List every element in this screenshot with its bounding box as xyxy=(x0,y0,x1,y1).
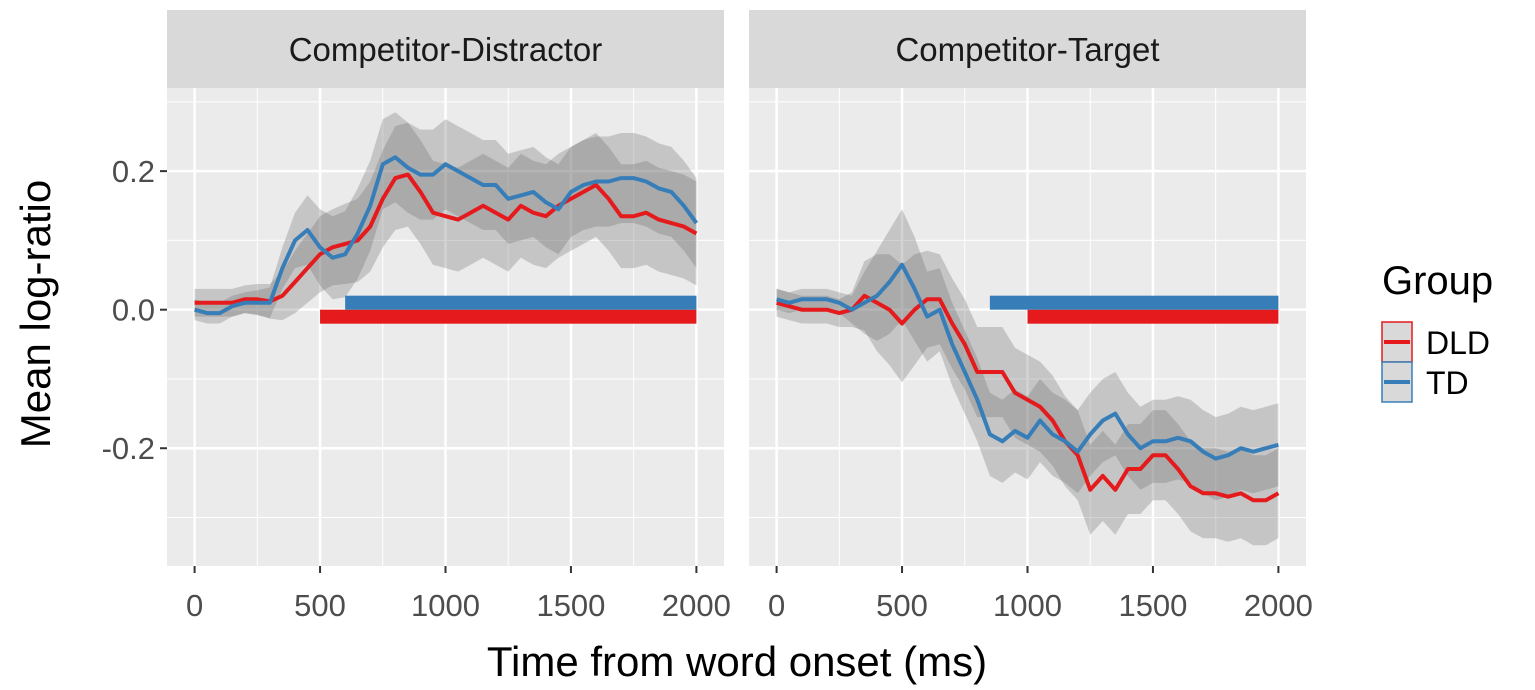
panel-competitor-target: Competitor-Target 0 500 1000 1500 2000 xyxy=(749,10,1313,623)
x-tick-label: 500 xyxy=(294,588,346,623)
panels-layer: Competitor-Distractor 0 500 1000 1500 2000 -0.… xyxy=(102,10,1313,623)
gridlines xyxy=(749,88,1306,566)
x-tick-label: 1000 xyxy=(411,588,480,623)
significance-bar-dld xyxy=(1027,309,1279,324)
ci-ribbon-td xyxy=(776,209,1279,501)
x-tick-label: 2000 xyxy=(662,588,731,623)
legend: Group DLD TD xyxy=(1381,259,1493,403)
gridlines xyxy=(167,88,724,566)
significance-bar-td xyxy=(345,295,697,310)
legend-item-td: TD xyxy=(1381,361,1469,403)
series-line-td xyxy=(776,262,1279,461)
y-axis-title: Mean log-ratio xyxy=(12,180,59,448)
x-tick-label: 1000 xyxy=(993,588,1062,623)
significance-bar-td xyxy=(989,295,1279,310)
x-axis-title: Time from word onset (ms) xyxy=(487,638,987,685)
panel-strip xyxy=(749,10,1306,88)
x-axis: 0 500 1000 1500 2000 xyxy=(186,566,731,623)
x-tick-label: 1500 xyxy=(536,588,605,623)
x-tick-label: 2000 xyxy=(1244,588,1313,623)
x-tick-label: 0 xyxy=(768,588,785,623)
ci-ribbon-td xyxy=(194,112,697,324)
x-tick-label: 500 xyxy=(876,588,928,623)
y-tick-label: 0.0 xyxy=(112,293,155,328)
legend-item-dld: DLD xyxy=(1381,321,1490,363)
legend-label-dld: DLD xyxy=(1426,325,1490,361)
legend-title: Group xyxy=(1382,259,1493,303)
panel-strip-label: Competitor-Target xyxy=(895,31,1159,68)
significance-bar-dld xyxy=(320,309,697,324)
panel-strip xyxy=(167,10,724,88)
series-line-td xyxy=(194,155,699,316)
ci-ribbon-dld xyxy=(194,122,697,321)
panel-competitor-distractor: Competitor-Distractor 0 500 1000 1500 2000 -0.… xyxy=(102,10,731,623)
legend-label-td: TD xyxy=(1426,365,1469,401)
x-axis: 0 500 1000 1500 2000 xyxy=(768,566,1313,623)
y-tick-label: 0.2 xyxy=(112,154,155,189)
series-line-dld xyxy=(194,172,698,305)
series-line-dld xyxy=(776,293,1280,503)
x-tick-label: 0 xyxy=(186,588,203,623)
y-axis: -0.2 0.0 0.2 xyxy=(102,154,167,466)
x-tick-label: 1500 xyxy=(1118,588,1187,623)
y-tick-label: -0.2 xyxy=(102,431,155,466)
panel-strip-label: Competitor-Distractor xyxy=(289,31,603,68)
